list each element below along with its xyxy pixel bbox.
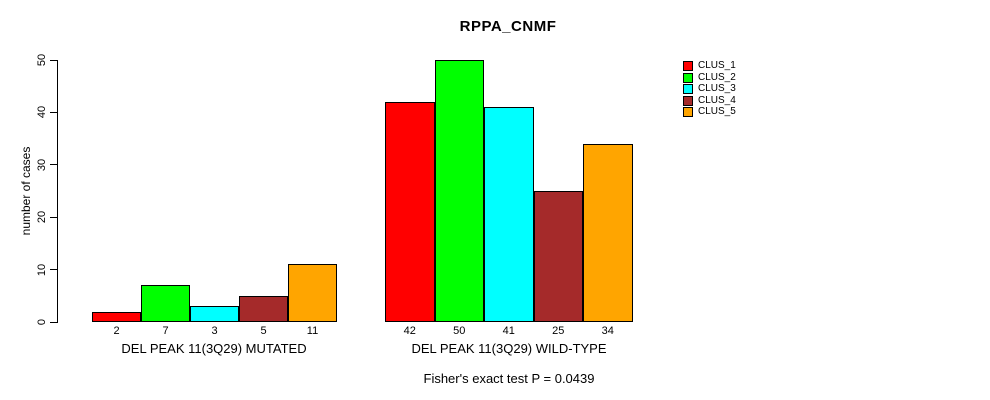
legend-item-clus_1: CLUS_1	[683, 61, 736, 71]
group-label-wildtype: DEL PEAK 11(3Q29) WILD-TYPE	[411, 341, 607, 356]
y-axis-tick-label: 40	[36, 106, 48, 119]
legend-swatch	[683, 84, 693, 94]
bar-value-label: 42	[403, 325, 416, 337]
y-axis-tick	[50, 111, 57, 113]
y-axis-tick	[50, 164, 57, 166]
y-axis-tick	[50, 216, 57, 218]
bar-value-label: 5	[260, 325, 267, 337]
bar-clus_1-group1	[92, 311, 141, 322]
legend-item-clus_4: CLUS_4	[683, 94, 736, 106]
bar-clus_4-group2	[533, 191, 583, 322]
legend-label: CLUS_1	[698, 60, 736, 71]
legend-swatch	[683, 72, 693, 83]
bar-clus_2-group1	[141, 285, 190, 322]
legend-label: CLUS_5	[698, 106, 736, 117]
bar-value-label: 25	[552, 325, 565, 337]
bar-clus_1-group2	[385, 101, 435, 322]
y-axis-tick-label: 30	[36, 158, 48, 171]
y-axis-tick-label: 0	[36, 318, 48, 326]
y-axis-tick	[50, 269, 57, 271]
y-axis-tick	[50, 59, 57, 61]
legend-swatch	[683, 61, 693, 71]
legend-swatch	[683, 95, 693, 106]
y-axis-tick-label: 10	[36, 263, 48, 276]
bar-clus_3-group2	[484, 107, 534, 322]
legend-item-clus_5: CLUS_5	[683, 107, 736, 117]
y-axis-tick-label: 50	[36, 53, 48, 67]
bar-value-label: 50	[453, 325, 466, 337]
legend-item-clus_3: CLUS_3	[683, 84, 736, 94]
bar-value-label: 7	[162, 325, 169, 337]
bar-value-label: 34	[601, 325, 614, 337]
bar-clus_5-group1	[288, 264, 337, 322]
legend-label: CLUS_3	[698, 83, 736, 94]
legend-label: CLUS_2	[698, 71, 736, 83]
y-axis-title: number of cases	[19, 146, 33, 236]
fisher-test-annotation: Fisher's exact test P = 0.0439	[423, 371, 595, 386]
legend: CLUS_1 CLUS_2 CLUS_3 CLUS_4 CLUS_5	[683, 61, 736, 119]
bar-clus_4-group1	[239, 295, 288, 322]
legend-label: CLUS_4	[698, 94, 736, 106]
y-axis-tick-label: 20	[36, 211, 48, 224]
legend-swatch	[683, 107, 693, 117]
bar-clus_5-group2	[583, 143, 633, 322]
bar-value-label: 2	[113, 325, 120, 337]
bar-value-label: 41	[502, 325, 515, 337]
bar-value-label: 11	[306, 325, 319, 337]
legend-item-clus_2: CLUS_2	[683, 71, 736, 83]
group-label-mutated: DEL PEAK 11(3Q29) MUTATED	[121, 341, 307, 356]
y-axis-tick	[50, 321, 57, 323]
chart-title: RPPA_CNMF	[459, 18, 557, 35]
bar-value-label: 3	[211, 325, 218, 337]
bar-clus_2-group2	[434, 60, 484, 322]
y-axis-line	[57, 60, 58, 323]
bar-clus_3-group1	[190, 306, 239, 322]
